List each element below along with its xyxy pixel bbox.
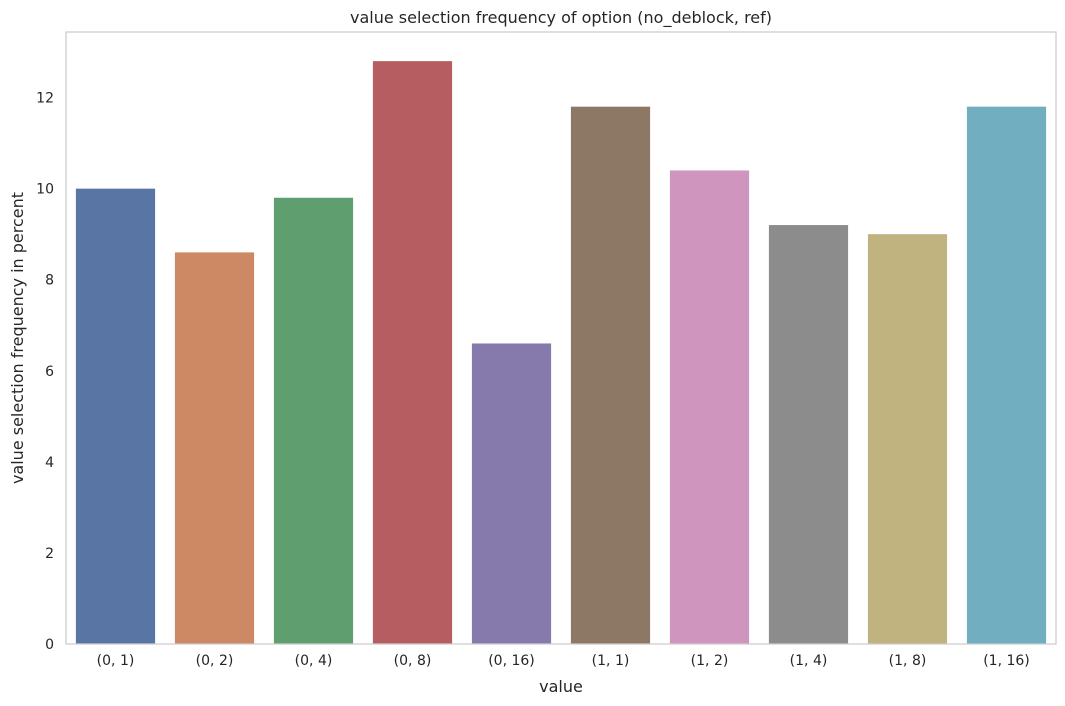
y-tick-label: 8 [45, 273, 54, 289]
x-tick-label: (1, 16) [983, 653, 1030, 669]
x-tick-label: (1, 1) [592, 653, 630, 669]
y-axis-label: value selection frequency in percent [8, 192, 27, 484]
bars-group [75, 61, 1047, 645]
y-tick-label: 6 [45, 364, 54, 380]
x-tick-label: (1, 8) [889, 653, 927, 669]
bar-2 [273, 197, 354, 644]
y-tick-label: 0 [45, 637, 54, 653]
bar-1 [174, 252, 255, 644]
bar-3 [372, 61, 453, 644]
y-tick-label: 12 [36, 91, 54, 107]
x-tick-label: (0, 1) [97, 653, 135, 669]
plot-frame [65, 31, 1057, 645]
x-tick-labels: (0, 1) (0, 2) (0, 4) (0, 8) (0, 16) (1, 1) (1,… [97, 653, 1030, 669]
bar-5 [570, 106, 651, 644]
bar-8 [867, 234, 948, 644]
y-tick-label: 4 [45, 455, 54, 471]
x-tick-label: (0, 8) [394, 653, 432, 669]
bar-9 [966, 106, 1047, 644]
bar-6 [669, 170, 750, 644]
x-tick-label: (1, 4) [790, 653, 828, 669]
bar-0 [75, 188, 156, 644]
chart-title: value selection frequency of option (no_… [350, 8, 772, 28]
y-tick-label: 2 [45, 546, 54, 562]
bar-7 [768, 225, 849, 645]
x-tick-label: (0, 4) [295, 653, 333, 669]
y-tick-labels: 0 2 4 6 8 10 12 [36, 91, 54, 653]
x-tick-label: (0, 16) [488, 653, 535, 669]
bar-4 [471, 343, 552, 644]
y-tick-label: 10 [36, 182, 54, 198]
x-tick-label: (0, 2) [196, 653, 234, 669]
x-axis-label: value [539, 677, 583, 696]
x-tick-label: (1, 2) [691, 653, 729, 669]
